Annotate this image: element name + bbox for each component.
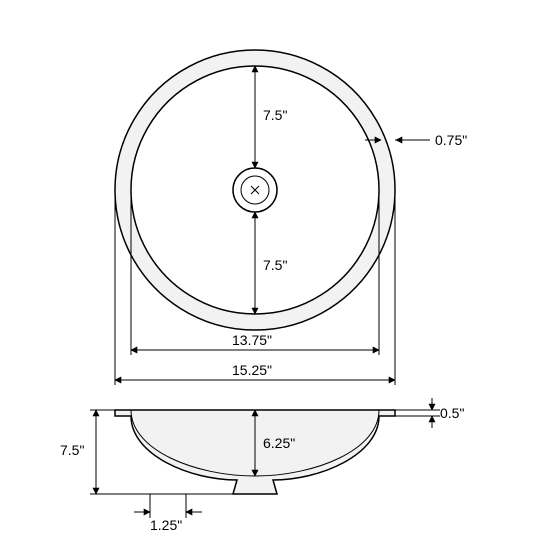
dim-drain-width: 1.25" [150,517,182,533]
top-view: 7.5" 7.5" 0.75" 13.75" 15.25" [115,50,467,385]
side-view: 0.5" 6.25" 7.5" 1.25" [60,398,464,533]
dim-side-rim-thickness: 0.5" [440,405,464,421]
dim-inner-diameter: 13.75" [232,332,272,348]
dim-outer-diameter: 15.25" [232,362,272,378]
dim-rim-thickness: 0.75" [435,132,467,148]
dim-bowl-depth: 6.25" [263,435,295,451]
dim-overall-height: 7.5" [60,442,84,458]
dim-radius-upper: 7.5" [263,107,287,123]
dimension-drawing: 7.5" 7.5" 0.75" 13.75" 15.25" 0.5 [0,0,550,550]
dim-radius-lower: 7.5" [263,257,287,273]
